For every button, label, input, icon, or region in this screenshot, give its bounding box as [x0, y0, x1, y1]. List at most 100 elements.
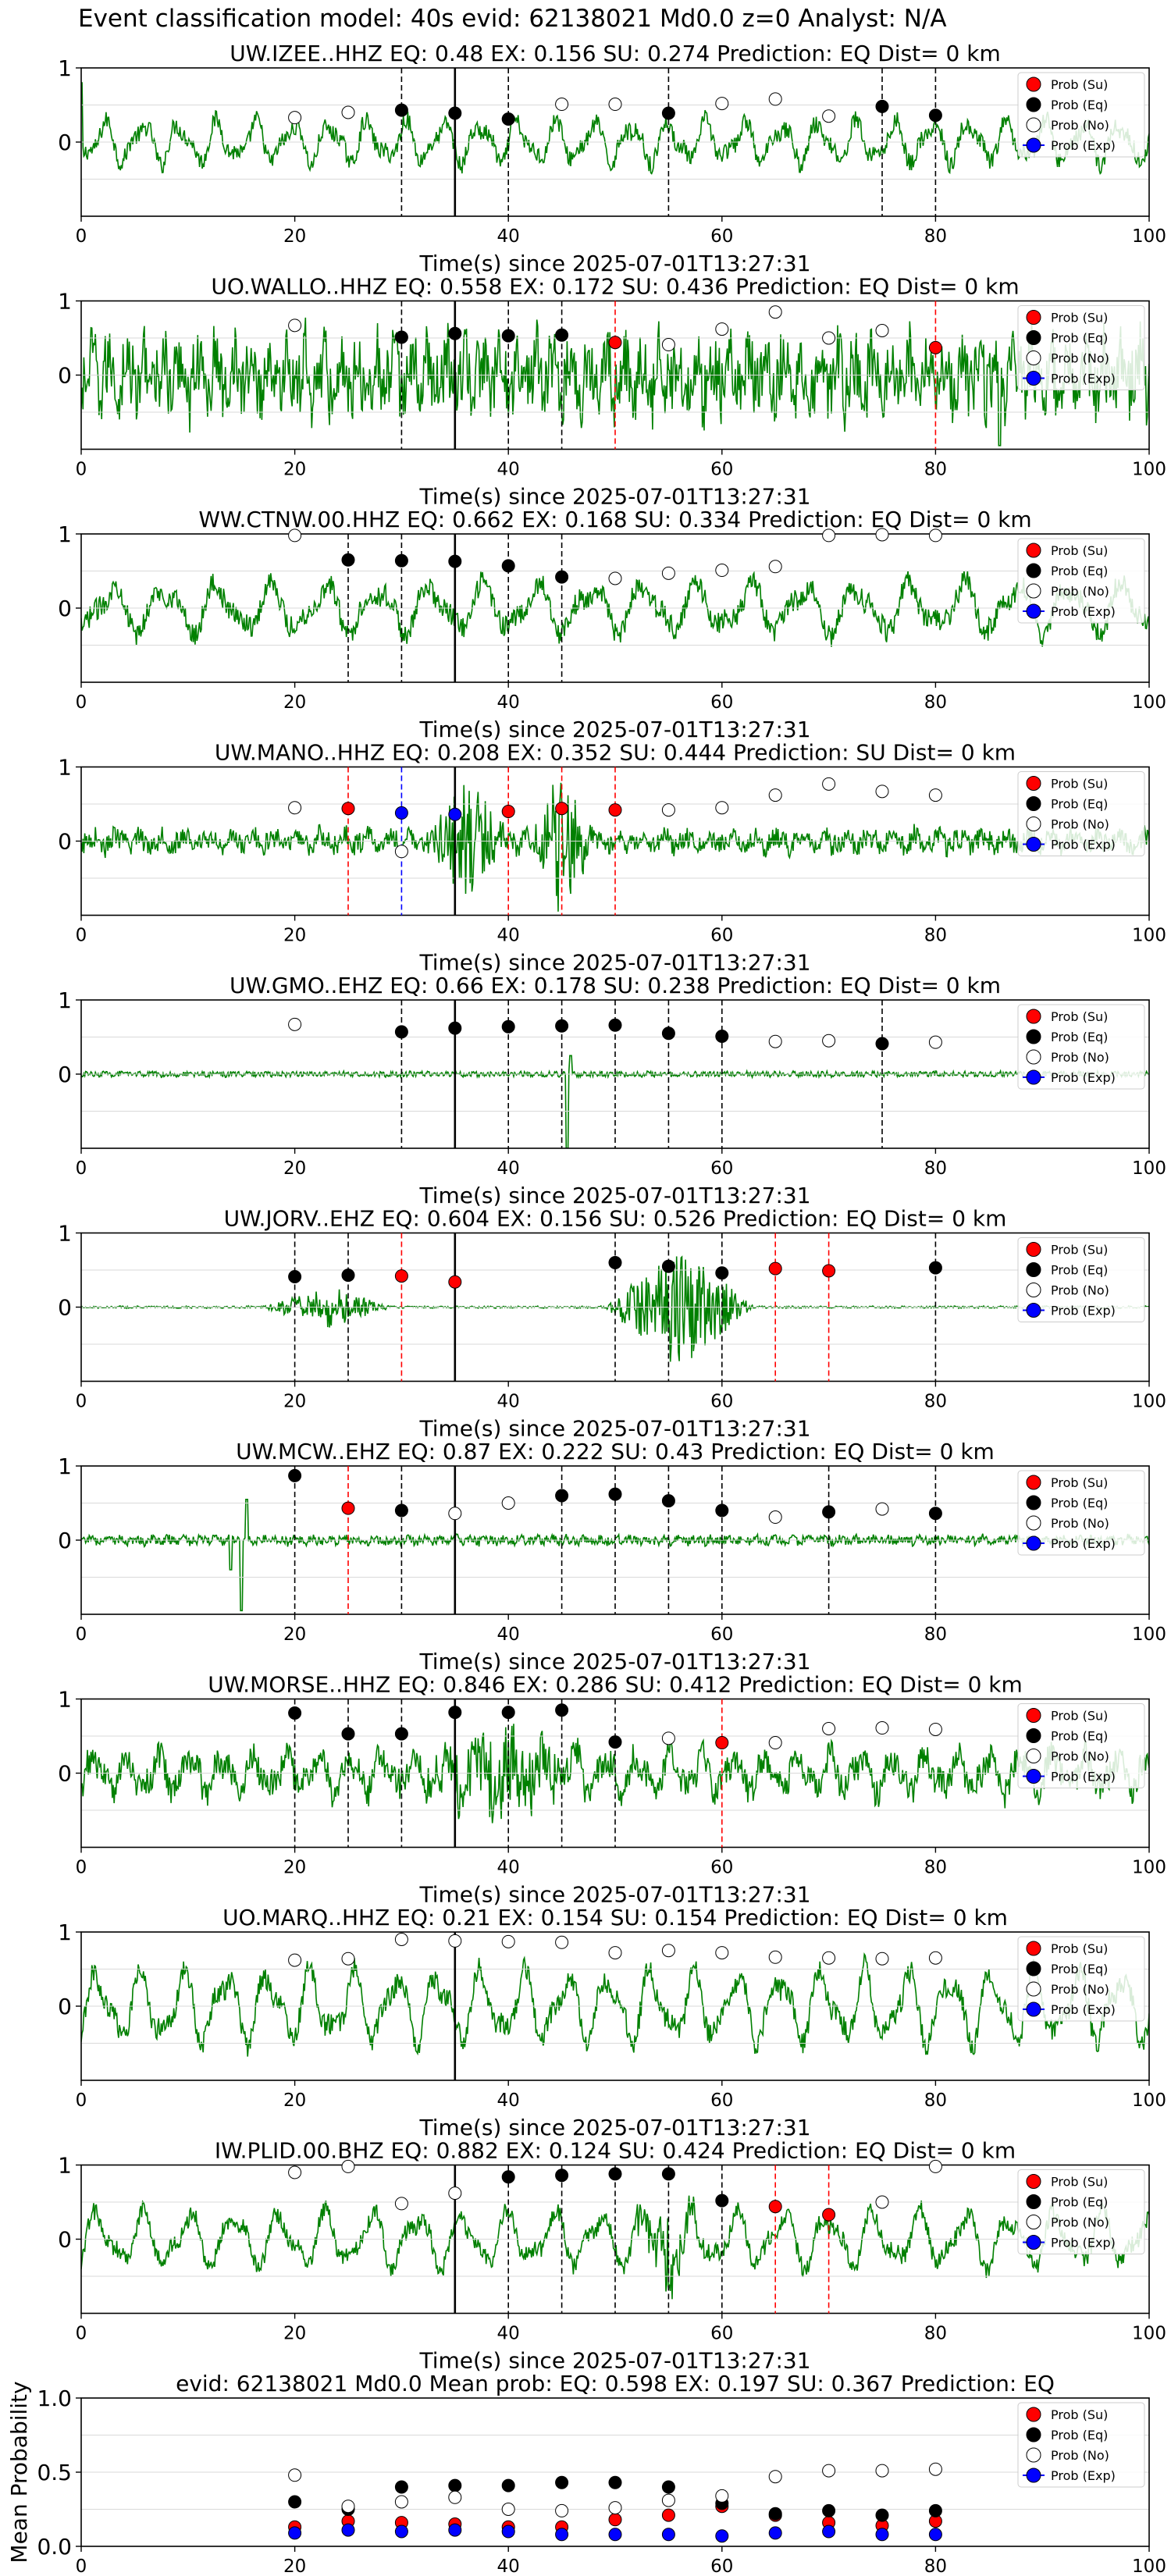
panel-title: UO.MARQ..HHZ EQ: 0.21 EX: 0.154 SU: 0.15…	[222, 1905, 1008, 1930]
x-tick-label: 60	[710, 2324, 733, 2344]
mean-prob-point-exp	[555, 2528, 569, 2542]
legend-label-no: Prob (No)	[1051, 1050, 1109, 1065]
mean-prob-point-exp	[341, 2523, 355, 2537]
mean-prob-point-eq	[608, 2475, 622, 2489]
prob-point-no	[768, 560, 782, 574]
x-tick-label: 40	[497, 2556, 520, 2576]
panel-8: UO.MARQ..HHZ EQ: 0.21 EX: 0.154 SU: 0.15…	[58, 1905, 1166, 2140]
legend-label-eq: Prob (Eq)	[1051, 1729, 1108, 1744]
prob-point-no	[822, 109, 836, 123]
x-tick-label: 0	[76, 460, 87, 480]
prob-point-no	[608, 1946, 622, 1960]
y-tick-label: 1	[58, 2153, 72, 2179]
x-tick-label: 80	[924, 692, 947, 713]
prob-point-su	[768, 2200, 782, 2214]
prob-point-no	[928, 2159, 942, 2173]
y-tick-label: 0	[58, 1062, 72, 1087]
prob-point-eq	[608, 1256, 622, 1269]
x-tick-label: 0	[76, 2090, 87, 2111]
legend-marker-exp	[1026, 1769, 1041, 1784]
x-tick-label: 40	[497, 1624, 520, 1645]
prob-point-eq	[928, 1507, 942, 1521]
legend-marker-no	[1026, 1283, 1041, 1297]
x-tick-label: 80	[924, 1624, 947, 1645]
x-axis-label: Time(s) since 2025-07-01T13:27:31	[418, 2115, 810, 2140]
prob-point-su	[715, 1736, 729, 1750]
y-tick-label: 1	[58, 1687, 72, 1713]
x-tick-label: 0	[76, 1158, 87, 1179]
legend-box	[1017, 2169, 1145, 2254]
x-tick-label: 40	[497, 926, 520, 946]
prob-point-no	[768, 788, 782, 802]
legend-marker-eq	[1026, 2427, 1041, 2443]
legend-label-exp: Prob (Exp)	[1051, 2002, 1116, 2017]
legend-label-no: Prob (No)	[1051, 817, 1109, 832]
legend-marker-no	[1026, 350, 1041, 365]
waveform-trace	[81, 1055, 1149, 1148]
prob-point-no	[501, 1934, 515, 1948]
prob-point-exp	[448, 807, 462, 821]
prob-point-no	[928, 528, 942, 543]
prob-point-no	[875, 1952, 889, 1966]
prob-point-no	[661, 566, 675, 580]
prob-point-su	[608, 336, 622, 350]
x-tick-label: 100	[1132, 2090, 1166, 2111]
panel-4: UW.GMO..EHZ EQ: 0.66 EX: 0.178 SU: 0.238…	[58, 973, 1166, 1208]
legend-marker-eq	[1026, 796, 1041, 811]
y-tick-label: 1	[58, 1453, 72, 1479]
legend-label-eq: Prob (Eq)	[1051, 1263, 1108, 1278]
x-tick-label: 40	[497, 2324, 520, 2344]
mean-prob-point-no	[928, 2462, 942, 2476]
x-tick-label: 40	[497, 226, 520, 247]
waveform-trace	[81, 782, 1149, 912]
legend-marker-eq	[1026, 1495, 1041, 1510]
legend-label-su: Prob (Su)	[1051, 777, 1108, 792]
legend-label-eq: Prob (Eq)	[1051, 1030, 1108, 1044]
x-tick-label: 0	[76, 692, 87, 713]
prob-point-eq	[715, 2194, 729, 2208]
prob-point-no	[661, 338, 675, 352]
x-axis-label: Time(s) since 2025-07-01T13:27:31	[418, 717, 810, 742]
x-tick-label: 0	[76, 1858, 87, 1878]
plot-area	[81, 570, 1149, 647]
legend-marker-no	[1026, 117, 1041, 133]
plot-area	[81, 82, 1149, 176]
y-tick-label: 0	[58, 1994, 72, 2019]
prob-point-eq	[341, 1727, 355, 1741]
x-tick-label: 100	[1132, 460, 1166, 480]
x-tick-label: 100	[1132, 1624, 1166, 1645]
prob-point-no	[875, 324, 889, 337]
legend-marker-su	[1026, 776, 1041, 791]
legend-marker-no	[1026, 1981, 1041, 1997]
prob-point-eq	[875, 1037, 889, 1051]
legend-marker-no	[1026, 817, 1041, 831]
legend-label-eq: Prob (Eq)	[1051, 1962, 1108, 1976]
legend-label-eq: Prob (Eq)	[1051, 797, 1108, 812]
mean-prob-point-eq	[822, 2503, 836, 2517]
prob-point-eq	[661, 1259, 675, 1273]
legend-marker-exp	[1026, 837, 1041, 852]
legend-marker-no	[1026, 1515, 1041, 1531]
prob-point-eq	[608, 1018, 622, 1032]
prob-point-eq	[394, 1503, 408, 1517]
legend-label-eq: Prob (Eq)	[1051, 1496, 1108, 1510]
x-tick-label: 60	[710, 2090, 733, 2111]
x-tick-label: 60	[710, 2556, 733, 2576]
panel-title: WW.CTNW.00.HHZ EQ: 0.662 EX: 0.168 SU: 0…	[198, 507, 1031, 532]
prob-point-no	[661, 1944, 675, 1958]
x-axis-label: Time(s) since 2025-07-01T13:27:31	[418, 484, 810, 510]
prob-point-su	[928, 340, 942, 354]
prob-point-no	[715, 97, 729, 111]
panel-5: UW.JORV..EHZ EQ: 0.604 EX: 0.156 SU: 0.5…	[58, 1206, 1166, 1442]
x-tick-label: 60	[710, 460, 733, 480]
prob-point-no	[448, 1934, 462, 1948]
panel-title: evid: 62138021 Md0.0 Mean prob: EQ: 0.59…	[176, 2371, 1055, 2396]
x-tick-label: 20	[283, 1392, 306, 1412]
legend-label-su: Prob (Su)	[1051, 2175, 1108, 2190]
y-tick-label: 0	[58, 1528, 72, 1553]
prob-point-eq	[715, 1030, 729, 1044]
prob-point-no	[822, 1722, 836, 1735]
legend-label-no: Prob (No)	[1051, 351, 1109, 366]
legend-label-no: Prob (No)	[1051, 1749, 1109, 1764]
prob-point-eq	[608, 2167, 622, 2181]
